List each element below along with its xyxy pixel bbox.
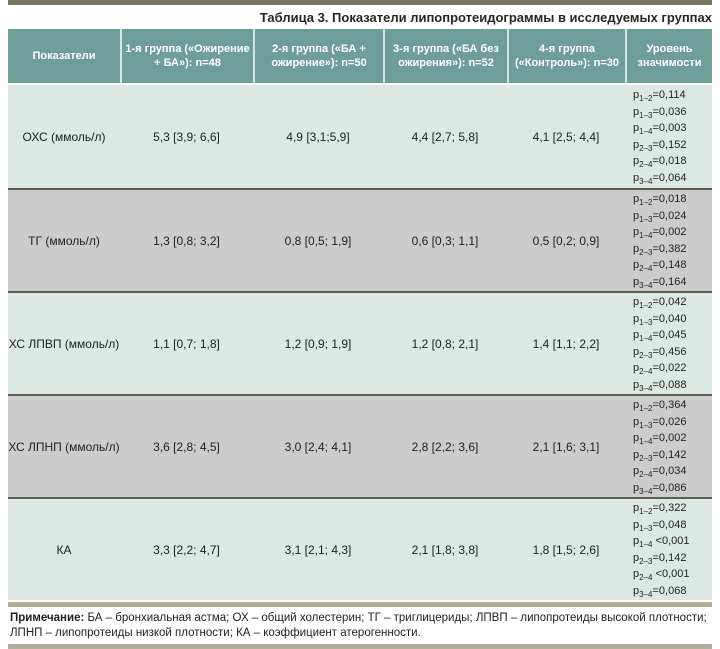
- value-cell: 1,1 [0,7; 1,8]: [153, 336, 220, 351]
- value-cell: 3,1 [2,1; 4,3]: [284, 542, 352, 557]
- value-cell: 1,2 [0,9; 1,9]: [284, 336, 352, 351]
- row-label: ХС ЛПВП (ммоль/л): [8, 336, 120, 351]
- bottom-rule-bar: [8, 644, 712, 649]
- table-row-tg: ТГ (ммоль/л) 1,3 [0,8; 3,2] 0,8 [0,5; 1,…: [8, 188, 712, 291]
- value-cell: 4,9 [3,1;5,9]: [286, 129, 350, 144]
- top-rule-bar: [8, 0, 712, 5]
- p-values-cell: p1–2=0,114 p1–3=0,036 p1–4=0,003 p2–3=0,152…: [633, 89, 687, 186]
- value-cell: 3,6 [2,8; 4,5]: [153, 439, 220, 454]
- value-cell: 2,8 [2,2; 3,6]: [411, 439, 479, 454]
- table-row-hdl: ХС ЛПВП (ммоль/л) 1,1 [0,7; 1,8] 1,2 [0,…: [8, 291, 712, 394]
- value-cell: 4,1 [2,5; 4,4]: [532, 129, 600, 144]
- row-label: ХС ЛПНП (ммоль/л): [8, 439, 120, 454]
- p-values-cell: p1–2=0,018 p1–3=0,024 p1–4=0,002 p2–3=0,382…: [633, 193, 687, 290]
- value-cell: 4,4 [2,7; 5,8]: [411, 129, 479, 144]
- p-values-cell: p1–2=0,364 p1–3=0,026 p1–4=0,002 p2–3=0,142…: [633, 399, 687, 496]
- footnote-top-bar: [8, 602, 712, 607]
- header-cell-indicators: Показатели: [32, 49, 96, 62]
- value-cell: 0,5 [0,2; 0,9]: [532, 233, 600, 248]
- table-row-ka: КА 3,3 [2,2; 4,7] 3,1 [2,1; 4,3] 2,1 [1,…: [8, 497, 712, 600]
- header-cell-significance: Уровень значимости: [625, 29, 712, 83]
- footnote-text: БА – бронхиальная астма; ОХ – общий холе…: [10, 612, 707, 639]
- value-cell: 2,1 [1,6; 3,1]: [532, 439, 600, 454]
- value-cell: 1,2 [0,8; 2,1]: [411, 336, 479, 351]
- footnote-label: Примечание:: [10, 612, 85, 624]
- header-cell-group4: 4-я группа («Контроль»): n=30: [507, 29, 625, 83]
- row-label: ТГ (ммоль/л): [28, 233, 100, 248]
- value-cell: 3,3 [2,2; 4,7]: [153, 542, 220, 557]
- value-cell: 3,0 [2,4; 4,1]: [284, 439, 352, 454]
- header-cell-group1: 1-я группа («Ожирение + БА»): n=48: [120, 29, 253, 83]
- divider-gap: [8, 600, 712, 602]
- p-values-cell: p1–2=0,322 p1–3=0,048 p1–4 <0,001 p2–3=0,14…: [633, 502, 690, 599]
- value-cell: 2,1 [1,8; 3,8]: [411, 542, 479, 557]
- row-label: ОХС (ммоль/л): [22, 129, 106, 144]
- value-cell: 1,4 [1,1; 2,2]: [532, 336, 600, 351]
- row-label: КА: [56, 542, 72, 557]
- value-cell: 5,3 [3,9; 6,6]: [153, 129, 220, 144]
- table-title: Таблица 3. Показатели липопротеидограммы…: [259, 9, 712, 25]
- header-cell-group3: 3-я группа («БА без ожирения»): n=52: [383, 29, 507, 83]
- value-cell: 1,3 [0,8; 3,2]: [153, 233, 220, 248]
- table-row-ohs: ОХС (ммоль/л) 5,3 [3,9; 6,6] 4,9 [3,1;5,…: [8, 85, 712, 188]
- footnote: Примечание: БА – бронхиальная астма; ОХ …: [8, 607, 712, 644]
- value-cell: 0,8 [0,5; 1,9]: [284, 233, 352, 248]
- table-header-row: Показатели 1-я группа («Ожирение + БА»):…: [8, 29, 712, 85]
- header-cell-group2: 2-я группа («БА + ожирение»): n=50: [253, 29, 383, 83]
- p-values-cell: p1–2=0,042 p1–3=0,040 p1–4=0,045 p2–3=0,456…: [633, 296, 687, 393]
- table-row-ldl: ХС ЛПНП (ммоль/л) 3,6 [2,8; 4,5] 3,0 [2,…: [8, 394, 712, 497]
- value-cell: 0,6 [0,3; 1,1]: [411, 233, 479, 248]
- title-row: Таблица 3. Показатели липопротеидограммы…: [8, 5, 712, 29]
- value-cell: 1,8 [1,5; 2,6]: [532, 542, 600, 557]
